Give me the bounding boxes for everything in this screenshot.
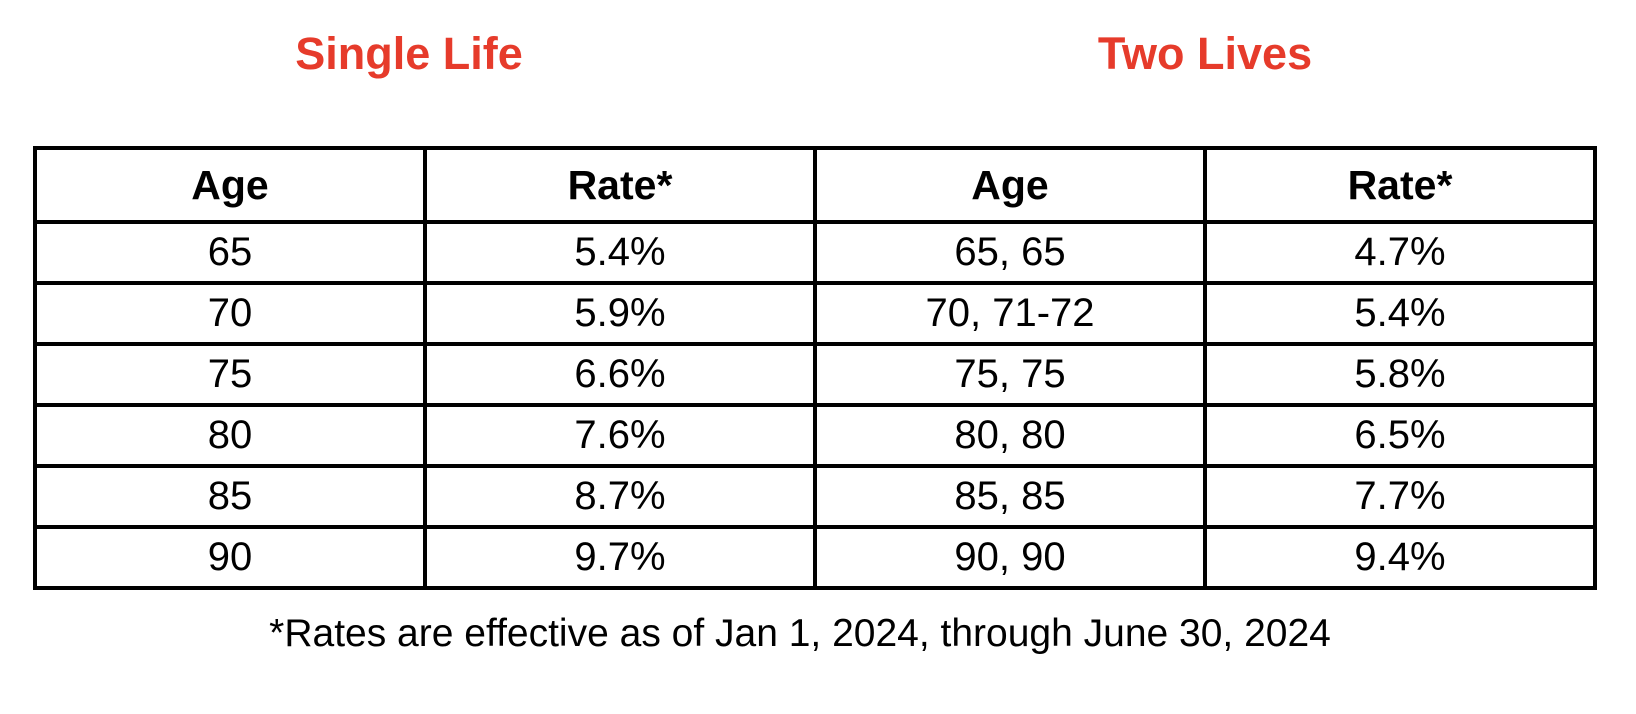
table-cell: 70, 71-72 xyxy=(813,281,1207,346)
column-header-two-age: Age xyxy=(813,146,1207,224)
table-cell: 6.5% xyxy=(1203,403,1597,468)
table-row: 65 5.4% 65, 65 4.7% xyxy=(33,220,1597,285)
table-cell: 9.7% xyxy=(423,525,817,590)
table-cell: 65 xyxy=(33,220,427,285)
column-header-single-rate: Rate* xyxy=(423,146,817,224)
column-header-two-rate: Rate* xyxy=(1203,146,1597,224)
table-cell: 65, 65 xyxy=(813,220,1207,285)
table-cell: 5.4% xyxy=(423,220,817,285)
header-row: Age Rate* Age Rate* xyxy=(33,146,1597,224)
table-cell: 85, 85 xyxy=(813,464,1207,529)
section-title-two-lives: Two Lives xyxy=(1097,28,1313,79)
table-cell: 80, 80 xyxy=(813,403,1207,468)
table-cell: 75 xyxy=(33,342,427,407)
rate-table-body: 65 5.4% 65, 65 4.7% 70 5.9% 70, 71-72 5.4% 75 6.6… xyxy=(33,220,1597,590)
table-row: 75 6.6% 75, 75 5.8% xyxy=(33,342,1597,407)
table-cell: 5.8% xyxy=(1203,342,1597,407)
column-header-single-age: Age xyxy=(33,146,427,224)
table-cell: 9.4% xyxy=(1203,525,1597,590)
table-row: 90 9.7% 90, 90 9.4% xyxy=(33,525,1597,590)
table-cell: 5.4% xyxy=(1203,281,1597,346)
table-cell: 5.9% xyxy=(423,281,817,346)
table-cell: 70 xyxy=(33,281,427,346)
table-cell: 90, 90 xyxy=(813,525,1207,590)
table-row: 85 8.7% 85, 85 7.7% xyxy=(33,464,1597,529)
table-cell: 6.6% xyxy=(423,342,817,407)
table-cell: 4.7% xyxy=(1203,220,1597,285)
table-cell: 90 xyxy=(33,525,427,590)
table-row: 80 7.6% 80, 80 6.5% xyxy=(33,403,1597,468)
table-cell: 8.7% xyxy=(423,464,817,529)
table-cell: 7.6% xyxy=(423,403,817,468)
table-cell: 80 xyxy=(33,403,427,468)
annuity-rate-table: Age Rate* Age Rate* 65 5.4% 65, 65 4.7% 70 5.… xyxy=(33,146,1597,590)
rates-footnote: *Rates are effective as of Jan 1, 2024, … xyxy=(269,612,1331,655)
section-title-single-life: Single Life xyxy=(295,28,523,79)
table-cell: 75, 75 xyxy=(813,342,1207,407)
table-cell: 7.7% xyxy=(1203,464,1597,529)
table-cell: 85 xyxy=(33,464,427,529)
table-row: 70 5.9% 70, 71-72 5.4% xyxy=(33,281,1597,346)
